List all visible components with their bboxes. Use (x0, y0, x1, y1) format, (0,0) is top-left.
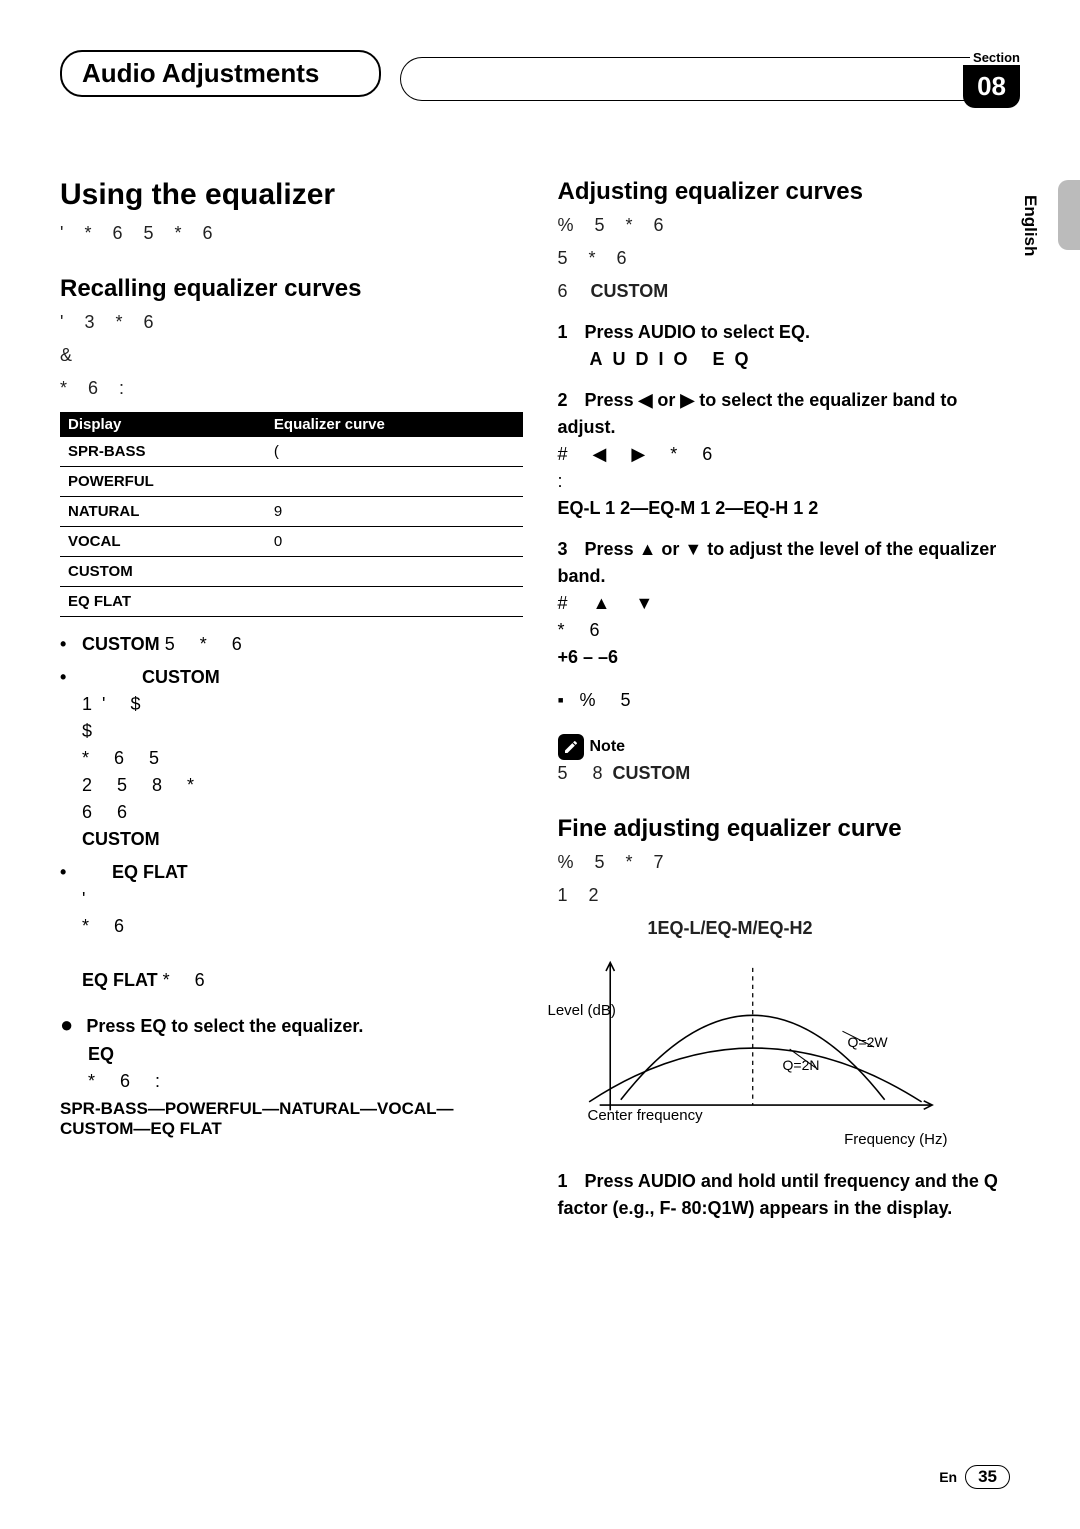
bullet-line: * 6 (82, 916, 134, 936)
intro-text: ' * 6 5 * 6 (60, 220, 523, 247)
fine-step-1: 1 Press AUDIO and hold until frequency a… (558, 1168, 1021, 1222)
step-3: 3 Press ▲ or ▼ to adjust the level of th… (558, 536, 1021, 671)
side-tab (1058, 180, 1080, 250)
x-axis-label: Frequency (Hz) (844, 1131, 947, 1148)
square-bullet: ▪ % 5 (558, 687, 1021, 714)
bullet-post-bold: EQ FLAT (82, 970, 158, 990)
th-curve: Equalizer curve (266, 412, 523, 437)
equalizer-chain: SPR-BASS—POWERFUL—NATURAL—VOCAL—CUSTOM—E… (60, 1099, 523, 1139)
square-icon: ▪ (558, 687, 572, 714)
bullet-line: ' (82, 889, 95, 909)
recall-text2: & (60, 342, 523, 369)
page-footer: En 35 (939, 1465, 1010, 1489)
table-row: CUSTOM (60, 557, 523, 587)
bullet-line: $ (82, 721, 102, 741)
step-line: # ◀ ▶ * 6 (558, 444, 723, 464)
section-label: Section (963, 50, 1020, 65)
heading-using-equalizer: Using the equalizer (60, 178, 523, 212)
step-line: * 6 (558, 620, 610, 640)
step-number: 3 (558, 539, 568, 559)
step-bold: Press ◀ or ▶ to select the equalizer ban… (558, 390, 958, 437)
page-header: Audio Adjustments Section 08 (60, 50, 1020, 108)
heading-fine-adjust: Fine adjusting equalizer curve (558, 815, 1021, 843)
note: Note (558, 734, 1021, 760)
bullet-item: • CUSTOM 1' $ $ * 6 5 2 5 8 * 6 6 CUSTOM (60, 664, 523, 853)
footer-lang: En (939, 1469, 957, 1485)
bullet-line: 2 5 8 * (82, 775, 204, 795)
step-number: 1 (558, 1171, 568, 1191)
bullet-bold: EQ FLAT (112, 862, 188, 882)
heading-adjusting: Adjusting equalizer curves (558, 178, 1021, 206)
equalizer-table: Display Equalizer curve SPR-BASS( POWERF… (60, 412, 523, 617)
th-display: Display (60, 412, 266, 437)
press-eq-line: Press EQ to select the equalizer. (86, 1016, 363, 1036)
bullet-bold: CUSTOM (142, 667, 220, 687)
y-axis-label: Level (dB) (548, 1002, 616, 1019)
bullet-item: • EQ FLAT ' * 6 EQ FLAT * 6 (60, 859, 523, 994)
right-column: Adjusting equalizer curves % 5 * 6 5 * 6… (558, 178, 1021, 1222)
header-rule (400, 57, 970, 101)
bullet-item: • CUSTOM 5 * 6 (60, 631, 523, 658)
adj-text2: 5 * 6 (558, 245, 1021, 272)
eq-text: * 6 : (88, 1071, 170, 1091)
table-row: NATURAL9 (60, 497, 523, 527)
step-line: # ▲ ▼ (558, 593, 664, 613)
step-number: 2 (558, 390, 568, 410)
step-bold: Press AUDIO to select EQ. (585, 322, 810, 342)
eq-bold: EQ (88, 1044, 114, 1064)
recall-text1: ' 3 * 6 (60, 309, 523, 336)
step-line: AUDIO EQ (590, 349, 759, 369)
bullet-text: 5 * 6 (165, 634, 252, 654)
bullet-bold-trail: CUSTOM (82, 829, 160, 849)
sq-text: % 5 (580, 687, 641, 714)
heading-recalling: Recalling equalizer curves (60, 275, 523, 303)
table-row: EQ FLAT (60, 587, 523, 617)
bullet-dot-icon: • (60, 664, 74, 853)
bullet-list: • CUSTOM 5 * 6 • CUSTOM 1' $ $ * 6 5 (60, 631, 523, 994)
fine-text2: 1 2 (558, 882, 1021, 909)
bullet-line: 1' $ (82, 694, 150, 714)
bullet-post-text: * 6 (163, 970, 215, 990)
note-text: 5 8CUSTOM (558, 760, 1021, 787)
pencil-icon (558, 734, 584, 760)
bullet-line: * 6 5 (82, 748, 169, 768)
step-2: 2 Press ◀ or ▶ to select the equalizer b… (558, 387, 1021, 522)
section-number: 08 (963, 65, 1020, 108)
table-row: VOCAL0 (60, 527, 523, 557)
bullet-line: 6 6 (82, 802, 137, 822)
table-row: POWERFUL (60, 467, 523, 497)
step-bold: Press ▲ or ▼ to adjust the level of the … (558, 539, 997, 586)
adj-text3: 6 CUSTOM (558, 278, 1021, 305)
step-line: +6 – –6 (558, 647, 619, 667)
step-line: EQ-L 1 2—EQ-M 1 2—EQ-H 1 2 (558, 498, 819, 518)
step-bold: Press AUDIO and hold until frequency and… (558, 1171, 998, 1218)
chapter-title: Audio Adjustments (60, 50, 381, 97)
page-number: 35 (965, 1465, 1010, 1489)
language-tab: English (1020, 195, 1040, 256)
q2w-label: Q=2W (848, 1034, 888, 1050)
step-line: : (558, 471, 573, 491)
recall-text3: * 6 : (60, 375, 523, 402)
fine-text3: 1EQ-L/EQ-M/EQ-H2 (558, 915, 1021, 942)
bullet-dot-icon: • (60, 859, 74, 994)
section-tag: Section 08 (963, 50, 1020, 108)
adj-text1: % 5 * 6 (558, 212, 1021, 239)
bullet-dot-icon: • (60, 631, 74, 658)
bullet-solid-icon: ● (60, 1012, 73, 1037)
bullet-bold: CUSTOM (82, 634, 160, 654)
left-column: Using the equalizer ' * 6 5 * 6 Recallin… (60, 178, 523, 1222)
center-freq-label: Center frequency (588, 1107, 703, 1124)
step-number: 1 (558, 322, 568, 342)
solid-bullet: ● Press EQ to select the equalizer. EQ *… (60, 1008, 523, 1095)
q2n-label: Q=2N (783, 1057, 820, 1073)
note-label: Note (590, 738, 626, 756)
eq-curve-chart: Level (dB) Frequency (Hz) Center frequen… (558, 952, 958, 1142)
fine-text1: % 5 * 7 (558, 849, 1021, 876)
step-1: 1 Press AUDIO to select EQ. AUDIO EQ (558, 319, 1021, 373)
table-row: SPR-BASS( (60, 437, 523, 467)
